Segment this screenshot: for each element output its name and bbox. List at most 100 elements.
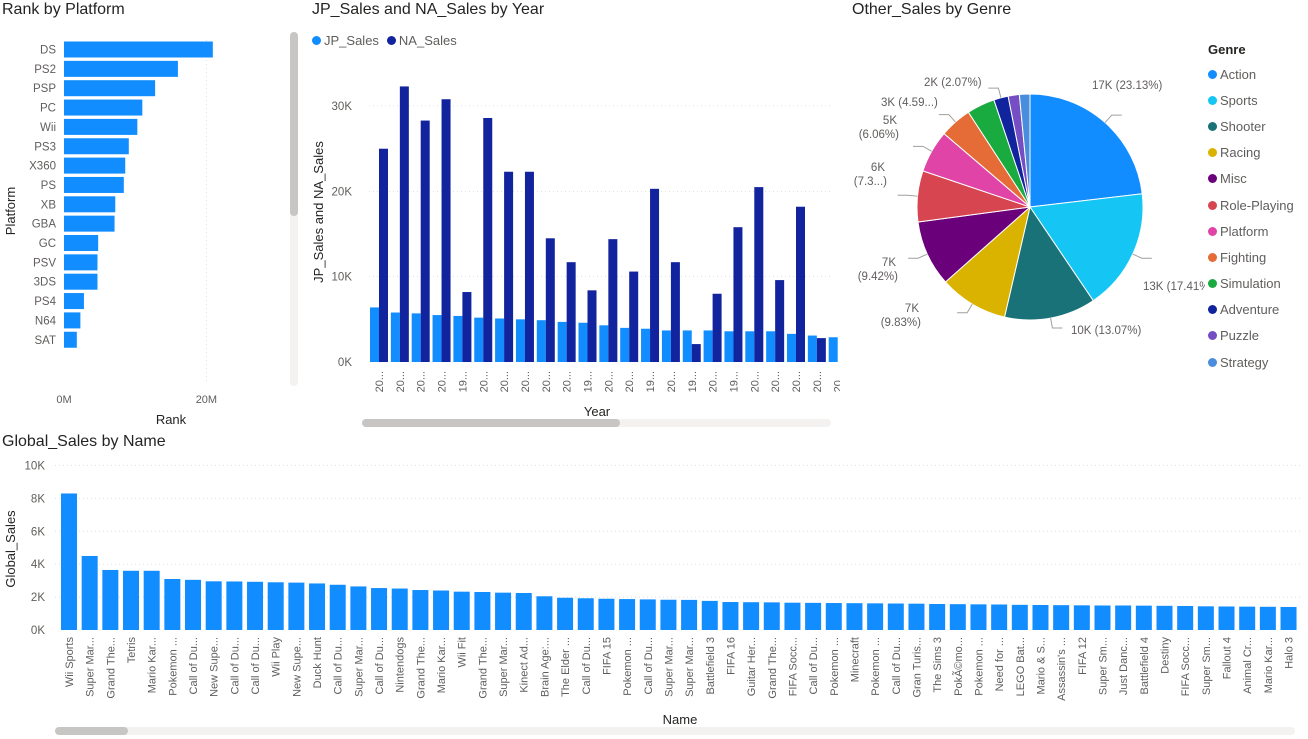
global-x-label-57: Animal Cr... (1242, 637, 1254, 694)
platform-scrollbar-thumb[interactable] (290, 32, 298, 216)
sales-year-bar-JP_Sales-18 (745, 331, 755, 362)
sales-year-bar-NA_Sales-1 (399, 86, 409, 362)
global-x-label-12: Duck Hunt (312, 637, 324, 688)
platform-label-GBA: GBA (32, 219, 57, 231)
sales-year-bar-JP_Sales-15 (682, 330, 692, 362)
pie-leader-Role-Playing (897, 194, 918, 197)
global-bar-2 (102, 569, 119, 630)
sales-year-x-label-3: 20... (437, 371, 449, 392)
sales-year-scrollbar-thumb[interactable] (362, 419, 620, 427)
genre-legend-item-role-playing[interactable]: Role-Playing (1208, 192, 1294, 218)
sales-year-bar-JP_Sales-5 (474, 317, 484, 362)
global-x-label-11: New Supe... (291, 637, 303, 697)
global-scrollbar-thumb[interactable] (55, 727, 128, 735)
sales-year-x-label-17: 19... (728, 371, 740, 392)
genre-legend-item-adventure[interactable]: Adventure (1208, 297, 1294, 323)
genre-legend-item-puzzle[interactable]: Puzzle (1208, 323, 1294, 349)
sales-year-scrollbar[interactable] (362, 419, 831, 427)
genre-legend-dot (1208, 95, 1217, 105)
sales-year-bar-NA_Sales-18 (754, 187, 764, 362)
genre-legend-dot (1208, 252, 1217, 262)
global-x-label-50: Super Sm... (1098, 637, 1110, 695)
sales-year-bar-JP_Sales-14 (661, 330, 671, 362)
sales-year-bar-NA_Sales-14 (670, 262, 680, 362)
sales-year-bar-JP_Sales-1 (390, 312, 400, 362)
sales-year-x-label-20: 20... (791, 371, 803, 392)
platform-bar-PSV (64, 254, 98, 271)
global-bar-31 (701, 600, 718, 630)
sales-year-x-label-18: 20... (749, 371, 761, 392)
global-bar-38 (846, 603, 863, 630)
global-x-label-39: Pokemon ... (870, 637, 882, 696)
genre-legend-dot (1208, 174, 1217, 184)
sales-year-bar-JP_Sales-6 (495, 318, 505, 362)
global-y-tick-4: 8K (31, 493, 45, 505)
platform-label-GC: GC (39, 238, 56, 250)
platform-bar-Wii (64, 118, 138, 135)
sales-year-y-axis-title: JP_Sales and NA_Sales (311, 141, 326, 283)
genre-legend-label: Fighting (1220, 249, 1267, 265)
sales-year-bar-JP_Sales-19 (766, 331, 776, 362)
global-x-label-43: PokÃ©mo... (952, 637, 965, 696)
sales-year-x-label-14: 20... (666, 371, 678, 392)
global-bar-34 (763, 602, 780, 630)
global-x-label-10: Wii Play (271, 637, 283, 677)
genre-legend-item-simulation[interactable]: Simulation (1208, 271, 1294, 297)
global-y-tick-1: 2K (31, 592, 45, 604)
genre-legend-item-fighting[interactable]: Fighting (1208, 244, 1294, 270)
global-scrollbar[interactable] (55, 727, 1295, 735)
global-x-label-30: Super Mar... (684, 637, 696, 697)
sales-year-x-label-5: 20... (478, 371, 490, 392)
genre-legend-dot (1208, 69, 1217, 79)
global-bar-57 (1239, 606, 1256, 630)
sales-year-x-label-6: 20... (499, 371, 511, 392)
platform-label-PSP: PSP (33, 83, 56, 95)
global-bar-12 (309, 583, 326, 630)
genre-legend-item-sports[interactable]: Sports (1208, 87, 1294, 113)
global-bar-18 (433, 590, 450, 630)
genre-legend-item-racing[interactable]: Racing (1208, 140, 1294, 166)
sales-year-bar-JP_Sales-13 (641, 328, 651, 362)
global-bar-37 (825, 603, 842, 630)
global-bar-40 (887, 603, 904, 630)
global-x-label-24: The Elder ... (560, 637, 572, 697)
sales-year-x-axis-title: Year (584, 404, 611, 419)
genre-legend-item-platform[interactable]: Platform (1208, 218, 1294, 244)
platform-bar-GC (64, 235, 99, 251)
genre-legend-item-shooter[interactable]: Shooter (1208, 113, 1294, 139)
genre-legend-dot (1208, 279, 1217, 289)
global-y-tick-3: 6K (31, 526, 45, 538)
pie-leader-Platform (912, 145, 932, 152)
sales-year-bar-NA_Sales-5 (483, 118, 493, 362)
global-bar-48 (1053, 605, 1070, 630)
genre-legend-label: Adventure (1220, 302, 1280, 318)
sales-year-bar-NA_Sales-3 (441, 99, 451, 363)
platform-label-PS: PS (41, 180, 57, 192)
global-bar-36 (805, 602, 822, 630)
platform-scrollbar[interactable] (290, 32, 298, 386)
genre-legend-item-action[interactable]: Action (1208, 61, 1294, 87)
sales-year-bar-NA_Sales-13 (650, 188, 660, 362)
genre-pie-chart: 17K (23.13%) 13K (17.41%) 10K (13.07%) 7K(9… (854, 77, 1205, 337)
genre-legend-item-misc[interactable]: Misc (1208, 166, 1294, 192)
sales-year-bar-JP_Sales-11 (599, 325, 609, 362)
platform-label-Wii: Wii (40, 122, 56, 134)
pie-label-Adventure: 2K (2.07%) (924, 77, 982, 89)
platform-bar-XB (64, 196, 116, 213)
genre-legend-item-strategy[interactable]: Strategy (1208, 349, 1294, 375)
global-x-label-21: Super Mar... (498, 637, 510, 697)
platform-label-N64: N64 (35, 315, 57, 327)
global-bar-32 (722, 602, 739, 630)
platform-label-SAT: SAT (34, 335, 56, 347)
global-bar-27 (619, 599, 636, 630)
global-x-label-25: Call of Du... (581, 637, 593, 694)
global-bar-52 (1135, 605, 1152, 630)
global-x-label-0: Wii Sports (64, 637, 76, 688)
sales-year-x-label-13: 19... (645, 371, 657, 392)
platform-x-tick-0: 0M (56, 394, 71, 406)
platform-bar-SAT (64, 331, 77, 348)
genre-legend-dot (1208, 148, 1217, 158)
platform-chart: 0M 20M DS PS2 PSP PC Wii PS3 X360 PS XB GBA GC PSV 3DS… (3, 40, 217, 427)
genre-chart-title: Other_Sales by Genre (852, 1, 1012, 18)
pie-label-Action: 17K (23.13%) (1092, 80, 1162, 92)
